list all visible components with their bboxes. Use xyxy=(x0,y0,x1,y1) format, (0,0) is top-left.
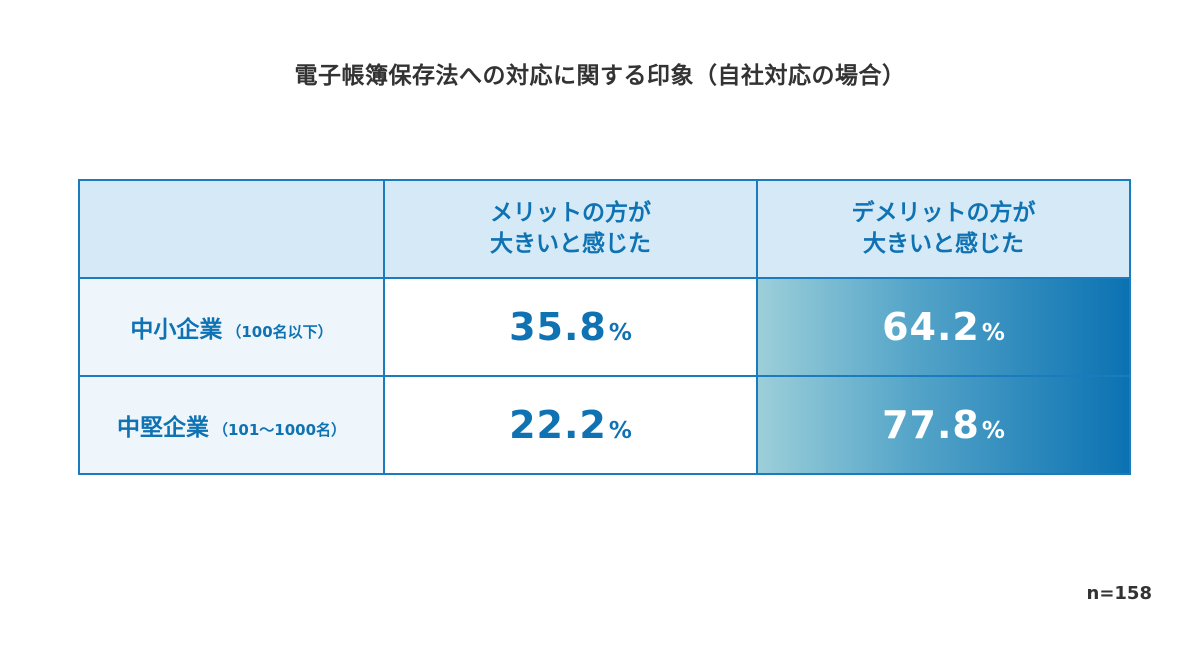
row-label-sub: （101〜1000名） xyxy=(212,421,347,439)
demerit-value: 77.8 xyxy=(882,403,980,447)
header-demerit-line2: 大きいと感じた xyxy=(863,231,1024,257)
merit-value-cell: 22.2% xyxy=(383,375,758,475)
header-demerit: デメリットの方が 大きいと感じた xyxy=(756,179,1131,279)
header-empty-cell xyxy=(78,179,385,279)
header-demerit-line1: デメリットの方が xyxy=(851,200,1036,226)
table-header-row: メリットの方が 大きいと感じた デメリットの方が 大きいと感じた xyxy=(78,179,1131,279)
table-row: 中堅企業 （101〜1000名） 22.2% 77.8% xyxy=(78,375,1131,475)
header-merit: メリットの方が 大きいと感じた xyxy=(383,179,758,279)
chart-title: 電子帳簿保存法への対応に関する印象（自社対応の場合） xyxy=(294,63,906,89)
row-label-mid: 中堅企業 （101〜1000名） xyxy=(78,375,385,475)
row-label-main: 中堅企業 xyxy=(116,415,209,441)
demerit-value-cell: 64.2% xyxy=(756,277,1131,377)
percent-sign: % xyxy=(981,418,1005,444)
demerit-value-cell: 77.8% xyxy=(756,375,1131,475)
merit-value-cell: 35.8% xyxy=(383,277,758,377)
row-label-main: 中小企業 xyxy=(130,317,223,343)
demerit-value: 64.2 xyxy=(882,305,980,349)
header-merit-line2: 大きいと感じた xyxy=(490,231,651,257)
percent-sign: % xyxy=(981,320,1005,346)
row-label-small: 中小企業 （100名以下） xyxy=(78,277,385,377)
table-row: 中小企業 （100名以下） 35.8% 64.2% xyxy=(78,277,1131,377)
percent-sign: % xyxy=(608,320,632,346)
merit-value: 35.8 xyxy=(509,305,607,349)
sample-size-note: n=158 xyxy=(1086,583,1152,604)
percent-sign: % xyxy=(608,418,632,444)
header-merit-line1: メリットの方が xyxy=(490,200,651,226)
results-table: メリットの方が 大きいと感じた デメリットの方が 大きいと感じた 中小企業 （10… xyxy=(78,179,1131,475)
merit-value: 22.2 xyxy=(509,403,607,447)
row-label-sub: （100名以下） xyxy=(226,323,333,341)
